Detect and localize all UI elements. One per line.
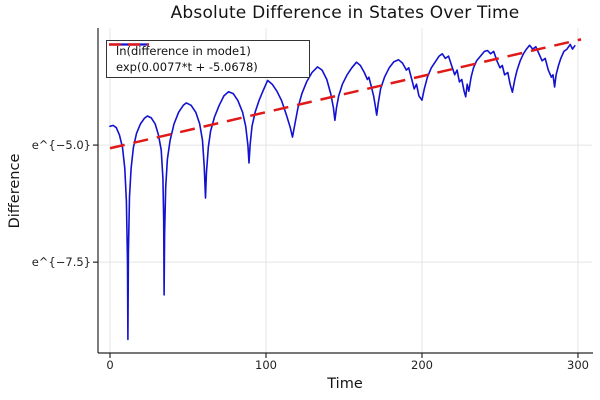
red-dashed-line-sample-icon: [109, 43, 149, 46]
legend-label-series: ln(difference in mode1): [116, 43, 251, 58]
y-tick-label-e-7-5: e^{−7.5}: [31, 255, 91, 269]
x-tick-label-200: 200: [411, 358, 433, 372]
y-tick-label-e-5: e^{−5.0}: [31, 138, 91, 152]
x-tick-label-300: 300: [567, 358, 589, 372]
chart-title: Absolute Difference in States Over Time: [170, 3, 520, 23]
legend-label-fit: exp(0.0077*t + -5.0678): [116, 60, 258, 75]
x-tick-label-0: 0: [106, 358, 114, 372]
x-axis-label: Time: [327, 376, 363, 392]
legend-item-fit: exp(0.0077*t + -5.0678): [109, 43, 304, 76]
y-axis-label: Difference: [7, 153, 23, 229]
legend-box: ln(difference in mode1) exp(0.0077*t + -…: [106, 40, 310, 78]
data-series-blue-line: [109, 43, 576, 341]
fit-line-red-dashed: [109, 38, 582, 150]
x-tick-label-100: 100: [255, 358, 277, 372]
